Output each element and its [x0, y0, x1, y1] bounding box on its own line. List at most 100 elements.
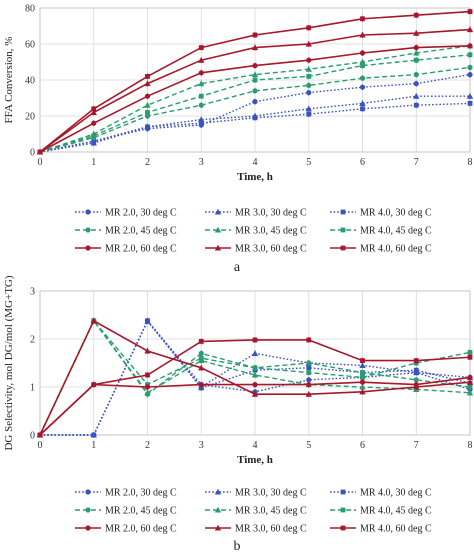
plot-area-frame — [39, 7, 471, 153]
legend-label: MR 4.0, 30 deg C — [360, 488, 432, 499]
data-point — [91, 382, 97, 387]
data-point — [198, 45, 204, 50]
data-point — [251, 350, 259, 356]
legend-swatch-marker — [214, 208, 222, 215]
data-point — [413, 377, 419, 383]
data-point — [198, 385, 204, 391]
data-point — [359, 75, 366, 81]
legend-item: MR 2.0, 60 deg C — [75, 244, 177, 255]
data-point — [413, 367, 419, 373]
data-point — [359, 370, 366, 376]
data-point — [91, 133, 97, 139]
series-mr-2-0-60-deg-c — [37, 42, 473, 155]
x-tick-label: 0 — [38, 440, 43, 451]
legend-item: MR 2.0, 30 deg C — [75, 208, 177, 219]
y-axis-label: FFA Conversion, % — [3, 37, 15, 124]
data-point — [198, 102, 204, 108]
x-tick-label: 4 — [253, 157, 258, 168]
x-tick-label: 1 — [91, 157, 96, 168]
data-point — [306, 90, 312, 96]
legend-item: MR 4.0, 60 deg C — [330, 524, 432, 535]
x-tick-label: 5 — [306, 157, 311, 168]
y-tick-label: 0 — [30, 148, 35, 159]
data-point — [252, 32, 258, 38]
data-point — [144, 389, 151, 396]
legend-label: MR 3.0, 45 deg C — [235, 226, 307, 237]
legend-swatch-marker — [340, 525, 346, 531]
data-point — [359, 388, 366, 395]
y-tick-label: 1 — [30, 383, 35, 394]
x-tick-label: 4 — [253, 440, 258, 451]
data-point — [144, 347, 151, 354]
x-tick-label: 6 — [360, 157, 365, 168]
legend-label: MR 4.0, 45 deg C — [360, 226, 432, 237]
legend-swatch-marker — [85, 507, 91, 513]
data-point — [359, 362, 366, 368]
data-point — [251, 71, 259, 78]
x-tick-label: 3 — [199, 157, 204, 168]
y-tick-label: 3 — [30, 287, 35, 298]
y-axis-label: DG Selectivity, mol DG/mol (MG+TG) — [3, 275, 15, 450]
data-point — [145, 110, 150, 115]
data-point — [306, 360, 312, 366]
data-point — [467, 9, 473, 14]
legend-swatch-marker — [340, 227, 346, 233]
data-point — [467, 374, 473, 380]
data-point — [360, 106, 365, 112]
data-point — [145, 74, 150, 79]
series-mr-4-0-60-deg-c — [37, 8, 473, 155]
data-point — [306, 74, 312, 79]
data-point — [359, 50, 366, 56]
data-point — [305, 40, 312, 47]
data-point — [467, 101, 473, 106]
data-point — [198, 93, 204, 99]
legend-item: MR 4.0, 60 deg C — [330, 244, 432, 255]
data-point — [305, 66, 312, 72]
legend-label: MR 3.0, 60 deg C — [235, 524, 307, 535]
data-point — [359, 84, 366, 90]
series-line — [39, 102, 471, 153]
data-point — [413, 383, 420, 390]
legend-label: MR 2.0, 30 deg C — [105, 208, 177, 219]
data-point — [252, 63, 258, 69]
data-point — [144, 93, 151, 99]
legend-swatch-marker — [340, 245, 346, 251]
data-point — [306, 111, 312, 117]
data-point — [467, 72, 473, 78]
data-point — [37, 432, 43, 438]
data-point — [413, 358, 419, 363]
series-line — [39, 319, 471, 436]
chart-panel-b: 0 1 2 3 4 5 6 7 8 0 1 2 3 Time, h DG Selectivity, mol … — [3, 275, 474, 554]
data-point — [198, 70, 204, 76]
legend-swatch-marker — [85, 489, 91, 495]
legend-swatch-marker — [214, 226, 222, 233]
legend-swatch-marker — [340, 209, 346, 215]
data-point — [306, 377, 312, 383]
y-tick-label: 2 — [30, 335, 35, 346]
legend-item: MR 2.0, 45 deg C — [75, 506, 177, 517]
legend-item: MR 4.0, 30 deg C — [330, 208, 432, 219]
data-point — [467, 384, 473, 390]
data-point — [252, 88, 258, 94]
data-point — [252, 115, 258, 121]
data-point — [144, 80, 151, 87]
legend-item: MR 2.0, 30 deg C — [75, 488, 177, 499]
data-point — [467, 52, 473, 58]
legend-item: MR 3.0, 30 deg C — [205, 488, 307, 499]
data-point — [360, 358, 365, 363]
data-point — [306, 25, 312, 31]
legend-swatch-marker — [214, 488, 222, 495]
data-point — [306, 57, 312, 63]
series-mr-4-0-60-deg-c — [37, 336, 473, 438]
data-point — [252, 382, 258, 388]
data-point — [359, 31, 366, 38]
data-point — [467, 64, 473, 70]
legend-swatch-marker — [85, 227, 91, 233]
data-point — [413, 81, 419, 87]
data-point — [359, 100, 366, 106]
data-point — [306, 82, 312, 88]
x-tick-label: 0 — [38, 157, 43, 168]
y-tick-label: 60 — [25, 40, 35, 51]
data-point — [90, 109, 97, 115]
